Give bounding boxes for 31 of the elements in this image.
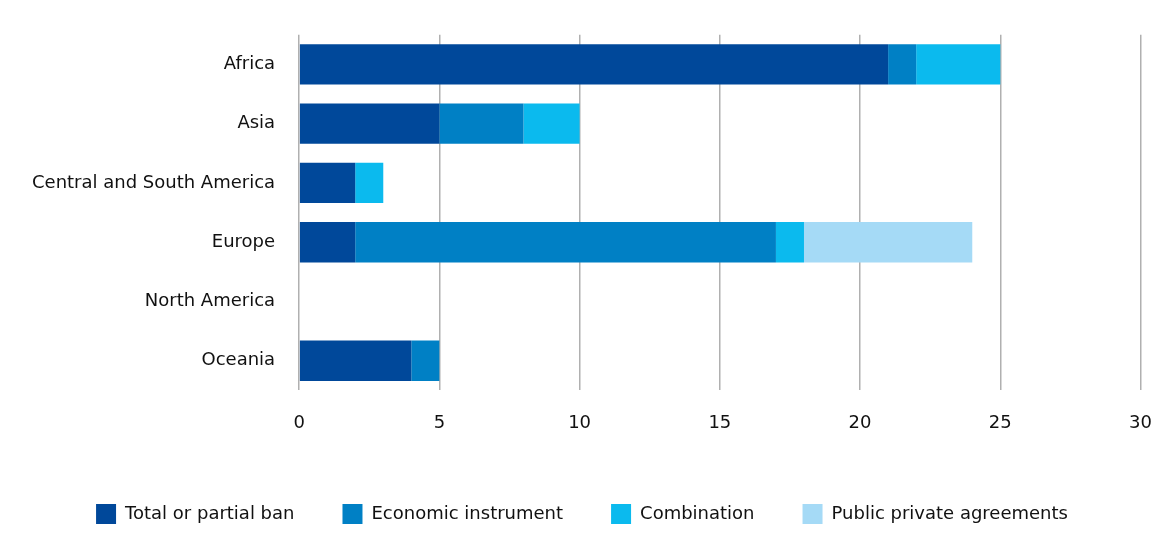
bar [355,162,384,204]
legend-label: Economic instrument [371,501,564,523]
x-tick-label: 15 [708,410,732,432]
bar [355,222,776,263]
bar [775,222,804,263]
bar [888,44,917,85]
bar [523,103,580,144]
x-tick-label: 0 [293,410,305,432]
bar [299,162,356,204]
x-tick-label: 20 [848,410,872,432]
bar [916,44,1001,85]
x-tick-label: 10 [568,410,592,432]
x-tick-label: 25 [988,410,1012,432]
x-tick-label: 30 [1129,410,1152,432]
legend-label: Combination [640,501,755,523]
bar [411,340,440,381]
bar [299,44,889,85]
bar [299,222,356,263]
y-tick-label: North America [144,289,276,311]
x-tick-label: 5 [433,410,446,432]
y-tick-label: Central and South America [31,170,276,192]
legend-label: Total or partial ban [124,501,295,523]
bar [439,103,524,144]
bar [299,340,412,381]
y-tick-label: Africa [223,52,276,74]
y-tick-label: Oceania [201,348,276,370]
bar [299,103,440,144]
y-tick-label: Asia [237,111,276,133]
bar [803,222,973,263]
y-tick-label: Europe [211,229,276,251]
legend-label: Public private agreements [831,501,1068,523]
